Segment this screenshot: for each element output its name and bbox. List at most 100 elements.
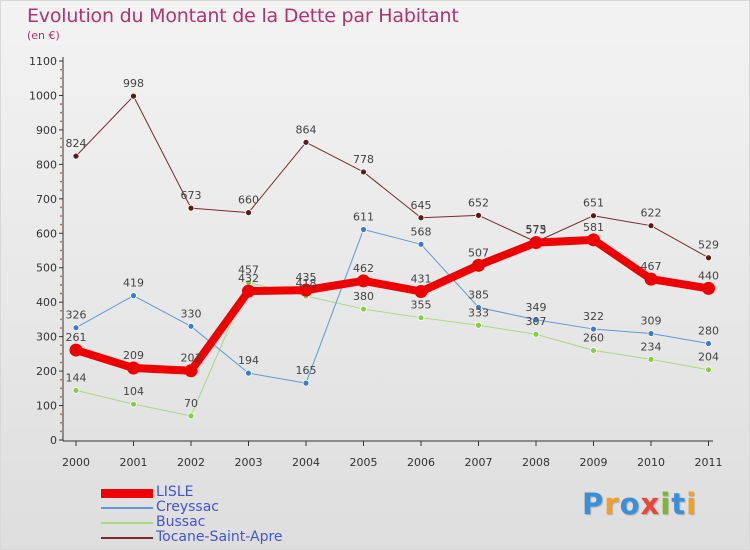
y-minor-tick	[60, 327, 62, 329]
data-label: 431	[411, 273, 432, 286]
y-minor-tick	[60, 292, 62, 295]
data-label: 435	[296, 271, 317, 284]
data-label: 462	[353, 262, 374, 275]
y-minor-tick	[60, 189, 62, 192]
x-tick-label: 2003	[235, 456, 263, 469]
data-point	[360, 305, 367, 313]
series-line	[75, 282, 709, 417]
logo-letter: P	[582, 487, 605, 521]
data-label: 998	[123, 77, 144, 90]
data-point	[644, 272, 658, 286]
legend-label: Tocane-Saint-Apre	[156, 529, 283, 545]
unit-label: (en €)	[27, 29, 60, 42]
data-point	[590, 347, 597, 354]
y-minor-tick	[60, 85, 62, 88]
y-minor-tick	[60, 180, 62, 183]
data-point	[360, 226, 367, 233]
data-label: 380	[353, 290, 374, 303]
data-point	[302, 138, 310, 146]
data-point	[72, 152, 80, 160]
data-point	[647, 222, 655, 230]
data-point	[184, 364, 198, 378]
y-minor-tick	[60, 240, 62, 243]
data-label: 645	[411, 199, 432, 212]
y-tick-label: 1000	[29, 89, 57, 102]
data-label: 467	[641, 260, 662, 273]
y-minor-tick	[60, 120, 62, 123]
legend-swatch	[101, 507, 153, 509]
data-point	[187, 204, 195, 212]
data-point	[705, 366, 712, 374]
x-tick-label: 2001	[120, 456, 148, 469]
data-label: 104	[123, 385, 144, 398]
data-label: 209	[123, 349, 144, 362]
y-tick-label: 300	[36, 331, 57, 344]
y-minor-tick	[60, 154, 62, 157]
data-point	[414, 285, 428, 299]
y-minor-tick	[60, 77, 62, 80]
x-tick-label: 2007	[465, 456, 493, 469]
data-point	[590, 325, 597, 333]
y-minor-tick	[60, 223, 62, 226]
data-label: 326	[66, 309, 87, 322]
data-label: 573	[526, 224, 547, 237]
data-label: 568	[411, 225, 432, 238]
y-tick-label: 600	[36, 227, 57, 240]
data-label: 864	[296, 123, 317, 136]
legend-label: LISLE	[156, 484, 194, 500]
legend-swatch	[101, 488, 153, 498]
data-label: 651	[583, 197, 604, 210]
data-point	[705, 254, 712, 262]
data-label: 280	[698, 325, 719, 338]
y-minor-tick	[60, 206, 62, 209]
logo-letter: i	[660, 487, 672, 521]
data-point	[299, 283, 313, 297]
x-tick-label: 2002	[177, 456, 205, 469]
data-label: 204	[698, 351, 719, 364]
data-label: 201	[181, 352, 202, 365]
data-label: 165	[296, 364, 317, 377]
data-point	[532, 316, 540, 324]
y-minor-tick	[60, 137, 62, 140]
data-point	[242, 284, 255, 298]
data-point	[587, 233, 600, 247]
data-point	[130, 292, 137, 300]
data-point	[529, 236, 543, 250]
data-label: 261	[66, 331, 87, 344]
x-tick-label: 2010	[637, 456, 665, 469]
x-tick-label: 2006	[407, 456, 435, 469]
series-line	[75, 228, 709, 384]
data-label: 673	[181, 189, 202, 202]
y-minor-tick	[60, 413, 62, 416]
data-point	[590, 212, 597, 220]
data-label: 575	[526, 223, 547, 236]
data-label: 234	[641, 340, 662, 353]
data-label: 385	[468, 288, 489, 301]
data-point	[127, 361, 140, 375]
legend-swatch	[101, 537, 153, 539]
y-tick-label: 1100	[29, 55, 57, 68]
data-point	[472, 258, 485, 272]
data-point	[245, 209, 252, 217]
data-point	[72, 324, 80, 332]
data-label: 622	[641, 207, 662, 220]
data-point	[647, 355, 655, 363]
y-minor-tick	[60, 249, 62, 252]
chart-title: Evolution du Montant de la Dette par Hab…	[27, 5, 459, 27]
legend-label: Creyssac	[156, 499, 219, 515]
data-point	[69, 343, 83, 357]
x-tick-label: 2008	[522, 456, 550, 469]
data-point	[417, 314, 425, 322]
data-label: 652	[468, 196, 489, 209]
data-label: 529	[698, 239, 719, 252]
data-label: 778	[353, 153, 374, 166]
data-label: 581	[583, 221, 604, 234]
data-label: 322	[583, 310, 604, 323]
data-label: 70	[184, 397, 198, 410]
y-minor-tick	[60, 421, 62, 424]
y-minor-tick	[60, 361, 62, 364]
x-tick-label: 2000	[62, 456, 90, 469]
y-minor-tick	[60, 352, 62, 355]
y-tick-label: 100	[36, 400, 57, 413]
y-tick-label: 400	[36, 296, 57, 309]
